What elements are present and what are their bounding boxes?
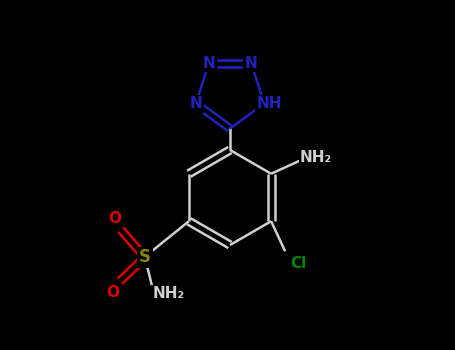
Text: NH₂: NH₂ — [153, 286, 185, 301]
Text: O: O — [108, 211, 121, 226]
Text: Cl: Cl — [290, 256, 307, 271]
Text: N: N — [245, 56, 258, 71]
Text: NH₂: NH₂ — [300, 150, 332, 165]
Text: S: S — [139, 248, 151, 266]
Text: N: N — [189, 96, 202, 111]
Text: O: O — [106, 285, 119, 300]
Text: NH: NH — [257, 96, 282, 111]
Text: N: N — [202, 56, 215, 71]
